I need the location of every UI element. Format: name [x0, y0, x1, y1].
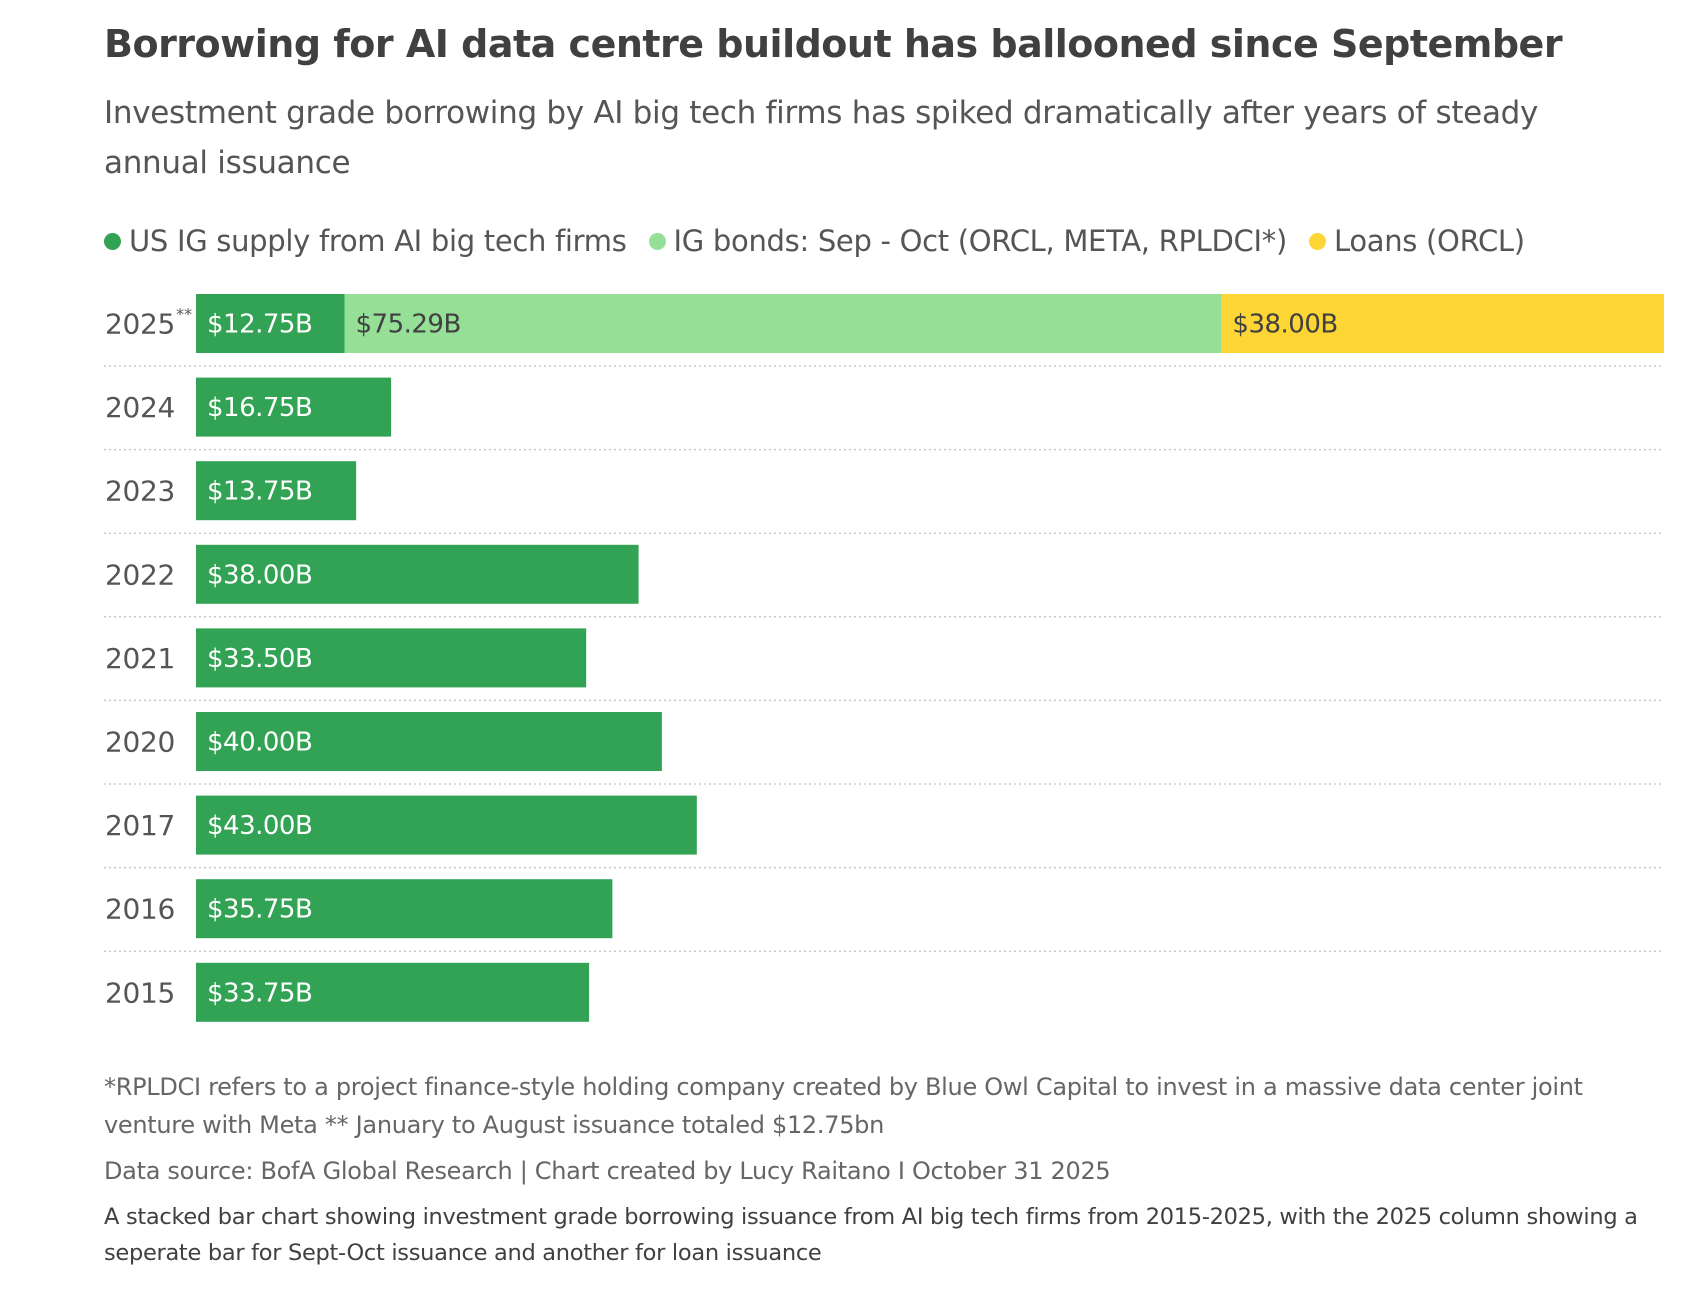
bar-label-2024-series-0: $16.75B: [207, 393, 312, 423]
year-label-2021: 2021: [105, 642, 175, 675]
legend-label-ig-bonds: IG bonds: Sep - Oct (ORCL, META, RPLDCI*…: [673, 224, 1288, 258]
chart-subtitle: Investment grade borrowing by AI big tec…: [104, 95, 1539, 181]
legend-item-base: US IG supply from AI big tech firms: [104, 224, 627, 258]
bar-2025-series-0: [196, 294, 345, 353]
chart-source: Data source: BofA Global Research | Char…: [104, 1157, 1111, 1185]
bar-2025-series-2: [1221, 294, 1664, 353]
bar-label-2015-series-0: $33.75B: [207, 978, 312, 1008]
year-label-2022: 2022: [105, 558, 175, 591]
legend-item-loans: Loans (ORCL): [1308, 224, 1525, 258]
bar-2016-series-0: [196, 879, 613, 939]
year-label-2016: 2016: [105, 893, 175, 926]
legend-label-base: US IG supply from AI big tech firms: [129, 224, 627, 258]
chart-legend: US IG supply from AI big tech firms IG b…: [104, 218, 1547, 264]
chart-description: A stacked bar chart showing investment g…: [104, 1204, 1638, 1266]
bar-label-2025-series-2: $38.00B: [1232, 310, 1337, 340]
legend-label-loans: Loans (ORCL): [1333, 224, 1525, 258]
legend-dot-loans: [1308, 232, 1326, 250]
bar-chart: 2025 ** $12.75B $75.29B $38.00B 2024 $16.75B 20…: [104, 294, 1664, 1022]
bar-2017-series-0: [196, 795, 697, 855]
bar-label-2025-series-0: $12.75B: [207, 310, 312, 340]
year-label-2023: 2023: [105, 475, 175, 508]
bar-label-2025-series-1: $75.29B: [356, 310, 461, 340]
bar-2021-series-0: [196, 628, 587, 688]
chart-title: Borrowing for AI data centre buildout ha…: [104, 22, 1563, 66]
year-label-2020: 2020: [105, 726, 175, 759]
legend-item-ig-bonds: IG bonds: Sep - Oct (ORCL, META, RPLDCI*…: [648, 224, 1288, 258]
year-label-2025: 2025: [105, 308, 175, 341]
year-marker-2025: **: [176, 305, 192, 324]
chart-footnote: *RPLDCI refers to a project finance-styl…: [104, 1073, 1583, 1139]
legend-dot-ig-bonds: [648, 232, 666, 250]
bar-2022-series-0: [196, 544, 639, 604]
year-label-2024: 2024: [105, 391, 175, 424]
bar-label-2016-series-0: $35.75B: [207, 895, 312, 925]
bar-2025-series-1: [344, 294, 1222, 353]
bar-2024-series-0: [196, 377, 392, 437]
year-label-2017: 2017: [105, 809, 175, 842]
bar-label-2021-series-0: $33.50B: [207, 644, 312, 674]
bar-2020-series-0: [196, 712, 662, 771]
bar-label-2020-series-0: $40.00B: [207, 728, 312, 758]
bar-label-2023-series-0: $13.75B: [207, 477, 312, 507]
legend-dot-base: [104, 232, 121, 250]
bar-2023-series-0: [196, 461, 357, 521]
bar-label-2022-series-0: $38.00B: [207, 560, 312, 590]
bar-label-2017-series-0: $43.00B: [207, 811, 312, 841]
year-label-2015: 2015: [105, 976, 175, 1009]
bar-2015-series-0: [196, 962, 590, 1022]
